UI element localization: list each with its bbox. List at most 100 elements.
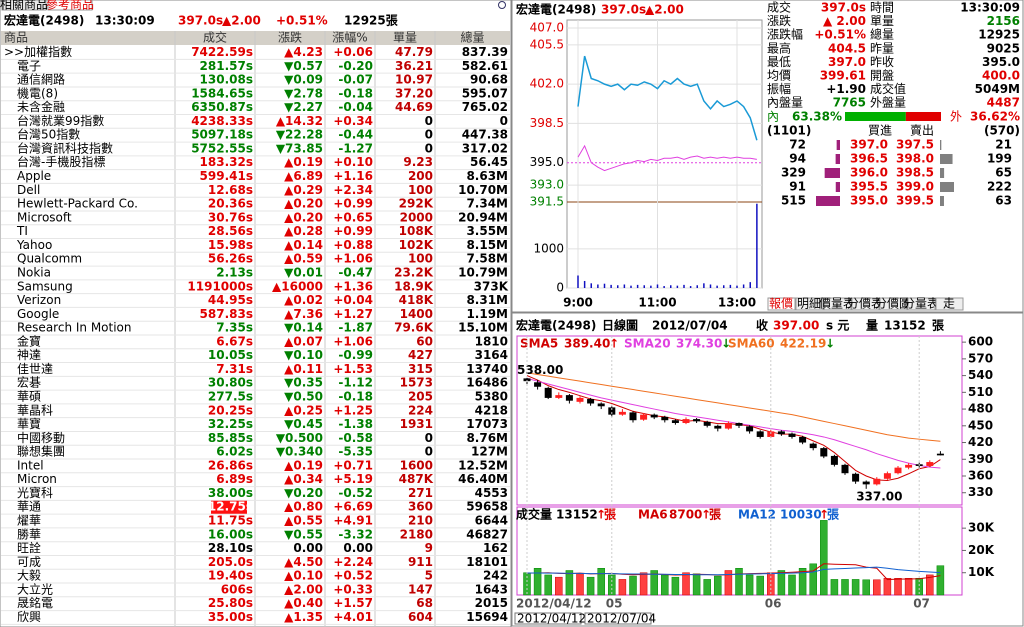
row-name[interactable]: 通信網路 [17, 72, 65, 87]
row-name[interactable]: 台灣-手機股指標 [17, 154, 105, 169]
search-icon[interactable] [498, 1, 506, 9]
volume-bar [597, 568, 605, 596]
row-name[interactable]: 金寶 [17, 333, 41, 348]
view-tab[interactable] [879, 297, 908, 311]
volume-bar [809, 563, 817, 596]
row-name[interactable]: Hewlett-Packard Co. [17, 197, 138, 211]
view-tab-label[interactable]: 分價圖 [875, 297, 911, 311]
x-tick-label: 9:00 [563, 296, 593, 310]
date-select[interactable] [584, 612, 652, 625]
date-select-label[interactable]: 2012/07/04 [587, 612, 656, 626]
view-tab-label[interactable]: 分量表 [903, 297, 939, 311]
row-name[interactable]: Dell [17, 183, 40, 197]
legend-value: 10030 [780, 508, 822, 522]
bid-bar [835, 182, 840, 192]
row-cell: +0.33 [333, 582, 373, 596]
view-tab[interactable] [935, 297, 964, 311]
field-value: 397.0 [828, 55, 866, 69]
row-cell: 205.0s [208, 555, 253, 569]
row-name[interactable]: Intel [17, 458, 44, 472]
field-label: 外盤量 [870, 96, 906, 110]
row-cell: ▲0.20 [284, 210, 323, 224]
y-tick-label: 398.5 [530, 116, 564, 130]
row-name[interactable]: 電子 [17, 59, 41, 73]
view-tab[interactable] [851, 297, 880, 311]
row-name[interactable]: Nokia [17, 265, 51, 279]
row-name[interactable]: TI [16, 224, 28, 238]
row-name[interactable]: 勝華 [17, 526, 41, 541]
tab[interactable] [1, 0, 47, 11]
y-tick-label: 10K [968, 565, 995, 579]
row-name[interactable]: Google [17, 307, 59, 321]
volume-bar [862, 579, 870, 596]
row-cell: -0.18 [338, 86, 373, 100]
view-tab-label[interactable]: 明細 [797, 297, 821, 311]
row-name[interactable]: 燿華 [17, 514, 41, 528]
row-cell: 582.61 [462, 59, 508, 73]
view-tab[interactable] [907, 297, 936, 311]
price-plot [516, 335, 963, 506]
view-tab-label[interactable]: 走 [943, 297, 955, 311]
row-cell: 6.67s [216, 334, 253, 348]
row-name[interactable]: 神達 [17, 348, 41, 362]
row-name[interactable]: 中國移動 [17, 430, 65, 445]
row-name[interactable]: 台灣50指數 [17, 127, 80, 142]
row-cell: 7.58M [466, 252, 508, 266]
view-tab[interactable] [767, 297, 796, 311]
row-cell: +0.10 [333, 155, 373, 169]
row-name[interactable]: 光寶科 [17, 485, 53, 500]
date-select-label[interactable]: 2012/04/12 [517, 612, 586, 626]
row-cell: 8.31M [466, 293, 508, 307]
row-name[interactable]: 華通 [17, 500, 41, 514]
row-name[interactable]: 宏碁 [17, 375, 41, 390]
candle-body [746, 426, 754, 432]
row-name[interactable]: 旺詮 [17, 541, 41, 555]
row-name[interactable]: Verizon [17, 293, 61, 307]
row-name[interactable]: Research In Motion [17, 321, 132, 335]
row-cell: +0.65 [333, 210, 373, 224]
tab-label[interactable]: 相關商品 [0, 0, 48, 12]
view-tab-label[interactable]: 價量表 [819, 297, 855, 311]
row-name[interactable]: 未含金融 [17, 99, 65, 114]
row-cell: ▼0.09 [284, 73, 323, 87]
view-tab-label[interactable]: 報價 [769, 297, 793, 311]
row-name[interactable]: 台灣就業99指數 [17, 113, 104, 128]
row-name[interactable]: 大毅 [17, 568, 41, 583]
row-name[interactable]: 欣興 [17, 610, 41, 624]
row-name[interactable]: 佳世達 [17, 362, 53, 376]
row-cell: +1.06 [333, 334, 373, 348]
row-name[interactable]: 台灣資訊科技指數 [17, 140, 113, 155]
tab-label[interactable]: 參考商品 [46, 0, 94, 12]
row-name[interactable]: 華寶 [17, 416, 41, 431]
row-name[interactable]: 華晶科 [17, 403, 53, 417]
row-cell: -1.12 [338, 376, 373, 390]
legend-trend: ↓ [721, 337, 731, 351]
row-name[interactable]: Microsoft [17, 210, 72, 224]
ask-bar [940, 168, 945, 178]
row-name[interactable]: 可成 [17, 555, 41, 569]
candle-body [862, 481, 870, 485]
tab[interactable] [47, 0, 93, 11]
row-name[interactable]: 華碩 [17, 390, 41, 404]
view-tab[interactable] [823, 297, 852, 311]
field-label: 內盤量 [767, 96, 803, 110]
row-name[interactable]: 機電(8) [17, 85, 58, 100]
view-tab[interactable] [795, 297, 824, 311]
row-cell: 271 [408, 486, 433, 500]
row-name[interactable]: Apple [17, 169, 51, 183]
row-name[interactable]: >>加權指數 [4, 44, 72, 59]
row-cell: -0.04 [338, 100, 373, 114]
row-cell: ▲6.89 [284, 169, 323, 183]
row-cell: 13740 [466, 362, 508, 376]
row-name[interactable]: 聯想集團 [17, 444, 65, 459]
row-name[interactable]: 晟銘電 [17, 595, 53, 610]
view-tab-label[interactable]: 分價表 [847, 297, 883, 311]
date-select[interactable] [514, 612, 582, 625]
row-name[interactable]: Yahoo [16, 238, 52, 252]
row-cell: 23.2K [394, 265, 434, 279]
row-name[interactable]: 大立光 [17, 581, 53, 596]
row-name[interactable]: Qualcomm [17, 252, 82, 266]
row-cell: 765.02 [462, 100, 508, 114]
row-name[interactable]: Micron [17, 472, 57, 486]
row-name[interactable]: Samsung [17, 279, 73, 293]
